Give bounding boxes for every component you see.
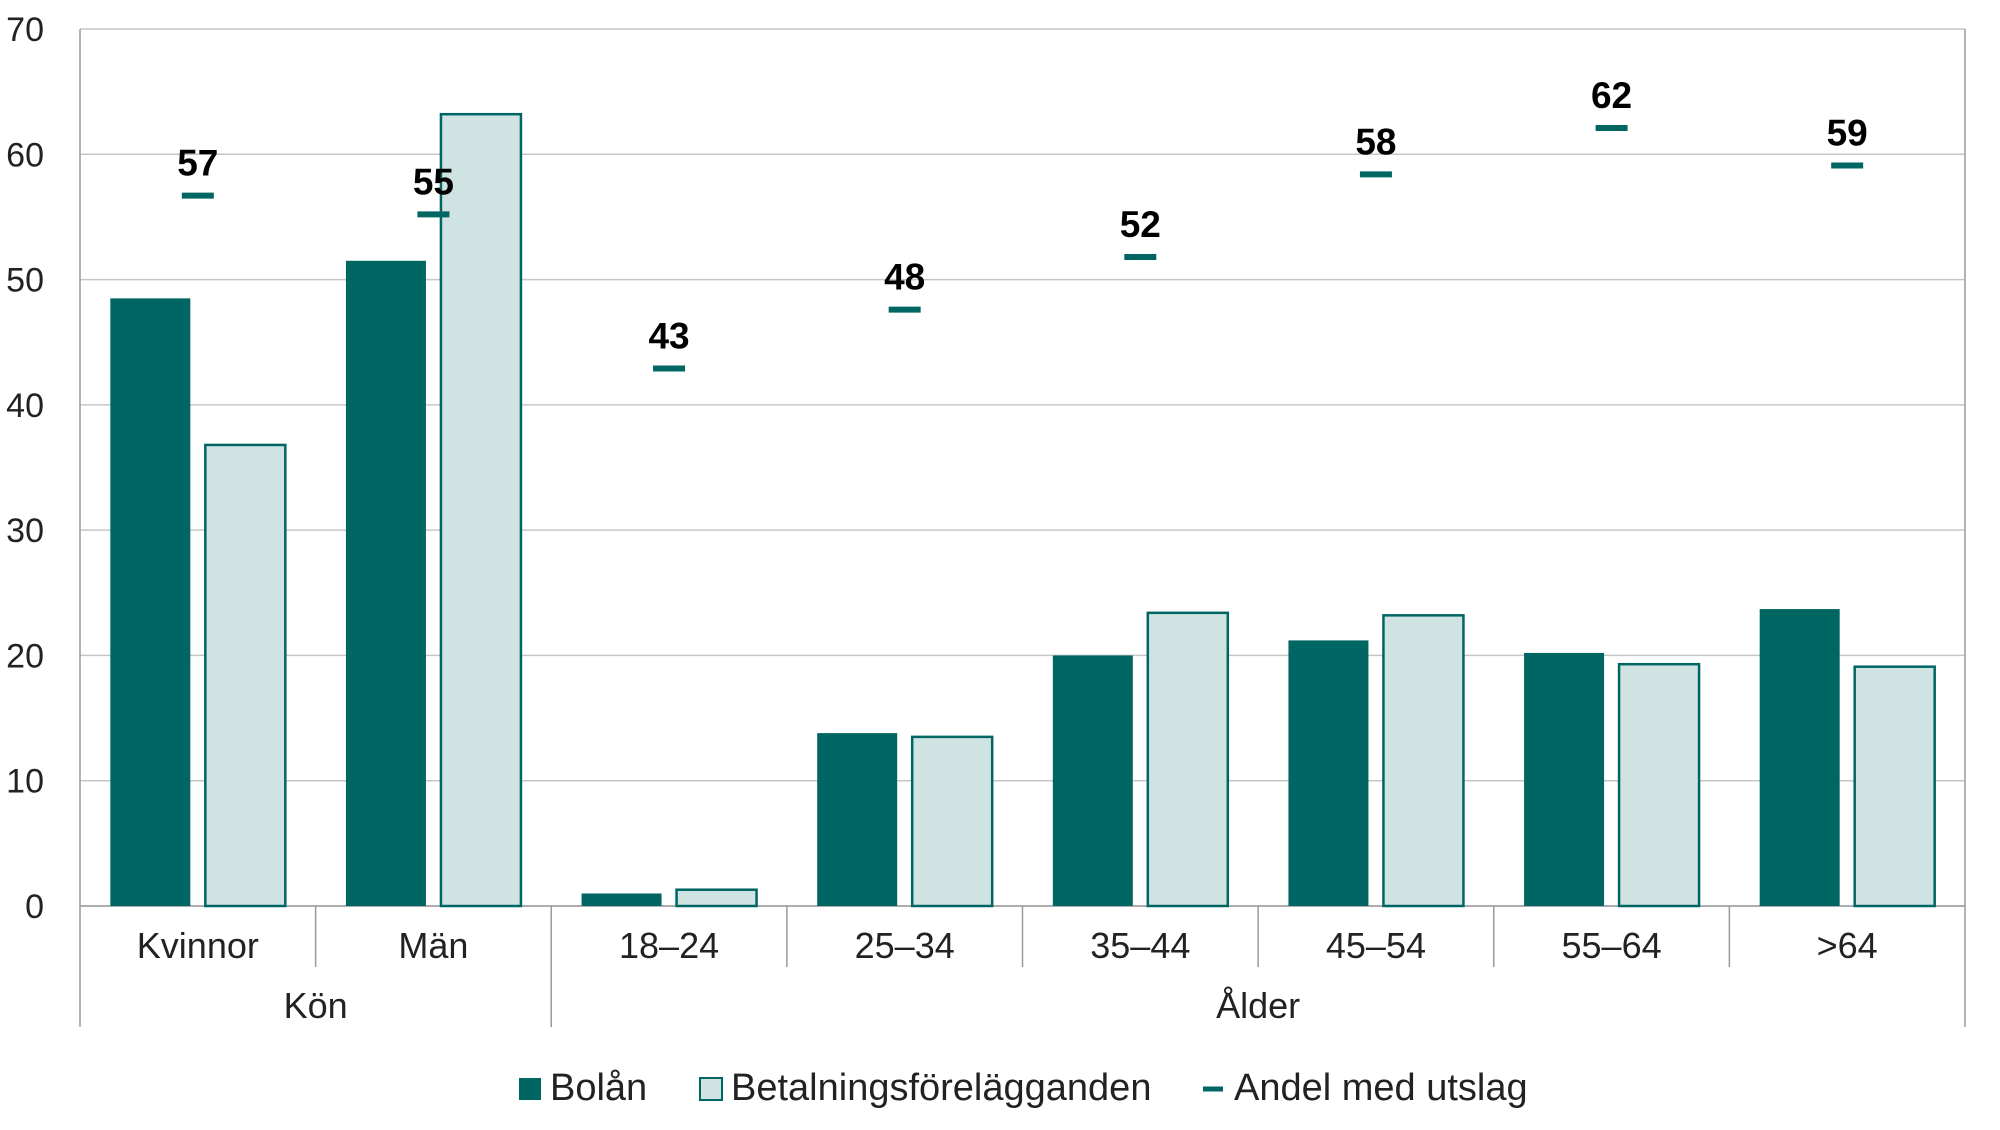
bar-betalningsforelagganden <box>204 443 287 908</box>
x-category-label: 35–44 <box>1090 925 1190 966</box>
bar-bolan <box>1288 640 1369 906</box>
x-category-label: 25–34 <box>855 925 955 966</box>
bar-betalningsforelagganden <box>1146 611 1230 908</box>
labels: Kvinnor Män 18–24 25–34 35–44 45–54 55–64 >64 Kö… <box>137 925 1878 1026</box>
y-tick-label: 20 <box>6 637 44 675</box>
marker-data-label: 58 <box>1355 121 1396 162</box>
marker-data-label: 55 <box>413 161 454 202</box>
markers: 57 55 43 48 52 58 62 59 <box>177 75 1868 372</box>
legend-label-bolan: Bolån <box>550 1067 647 1109</box>
y-tick-label: 30 <box>6 512 44 550</box>
x-category-label: 55–64 <box>1562 925 1662 966</box>
bar-bolan <box>1052 655 1133 906</box>
bar-betalningsforelagganden <box>1382 614 1465 908</box>
legend: Bolån Betalningsförelägganden Andel med ut… <box>519 1067 1528 1109</box>
bar-bolan <box>345 260 426 906</box>
legend-swatch-betalningsforelagganden <box>699 1077 723 1101</box>
x-category-label: >64 <box>1817 925 1878 966</box>
y-tick-label: 10 <box>6 763 44 801</box>
marker-data-label: 48 <box>884 257 925 298</box>
bar-bolan <box>817 733 898 906</box>
bar-betalningsforelagganden <box>910 735 994 908</box>
bar-bolan <box>1759 609 1840 906</box>
bar-betalningsforelagganden <box>1617 662 1701 908</box>
y-tick-label: 60 <box>6 136 44 174</box>
y-tick-label: 0 <box>25 888 44 926</box>
marker-data-label: 62 <box>1591 75 1632 116</box>
y-tick-label: 50 <box>6 262 44 300</box>
bar-betalningsforelagganden <box>439 112 523 908</box>
bar-bolan <box>1524 652 1605 906</box>
x-category-label: 45–54 <box>1326 925 1426 966</box>
bar-betalningsforelagganden <box>675 888 758 908</box>
legend-swatch-bolan <box>519 1078 541 1100</box>
bar-bolan <box>581 893 662 906</box>
x-category-label: 18–24 <box>619 925 719 966</box>
y-tick-label: 70 <box>6 11 44 49</box>
bar-bolan <box>110 298 191 907</box>
y-tick-label: 40 <box>6 387 44 425</box>
legend-label-betalningsforelagganden: Betalningsförelägganden <box>731 1067 1151 1109</box>
marker-data-label: 43 <box>648 316 689 357</box>
marker-data-label: 52 <box>1120 204 1161 245</box>
marker-data-label: 59 <box>1827 113 1868 154</box>
x-category-label: Kvinnor <box>137 925 259 966</box>
bars <box>110 112 1936 908</box>
bar-betalningsforelagganden <box>1853 665 1936 908</box>
legend-label-andel-med-utslag: Andel med utslag <box>1234 1067 1528 1109</box>
x-group-label: Kön <box>284 985 348 1026</box>
x-category-label: Män <box>398 925 468 966</box>
marker-data-label: 57 <box>177 143 218 184</box>
x-group-label: Ålder <box>1216 985 1300 1026</box>
